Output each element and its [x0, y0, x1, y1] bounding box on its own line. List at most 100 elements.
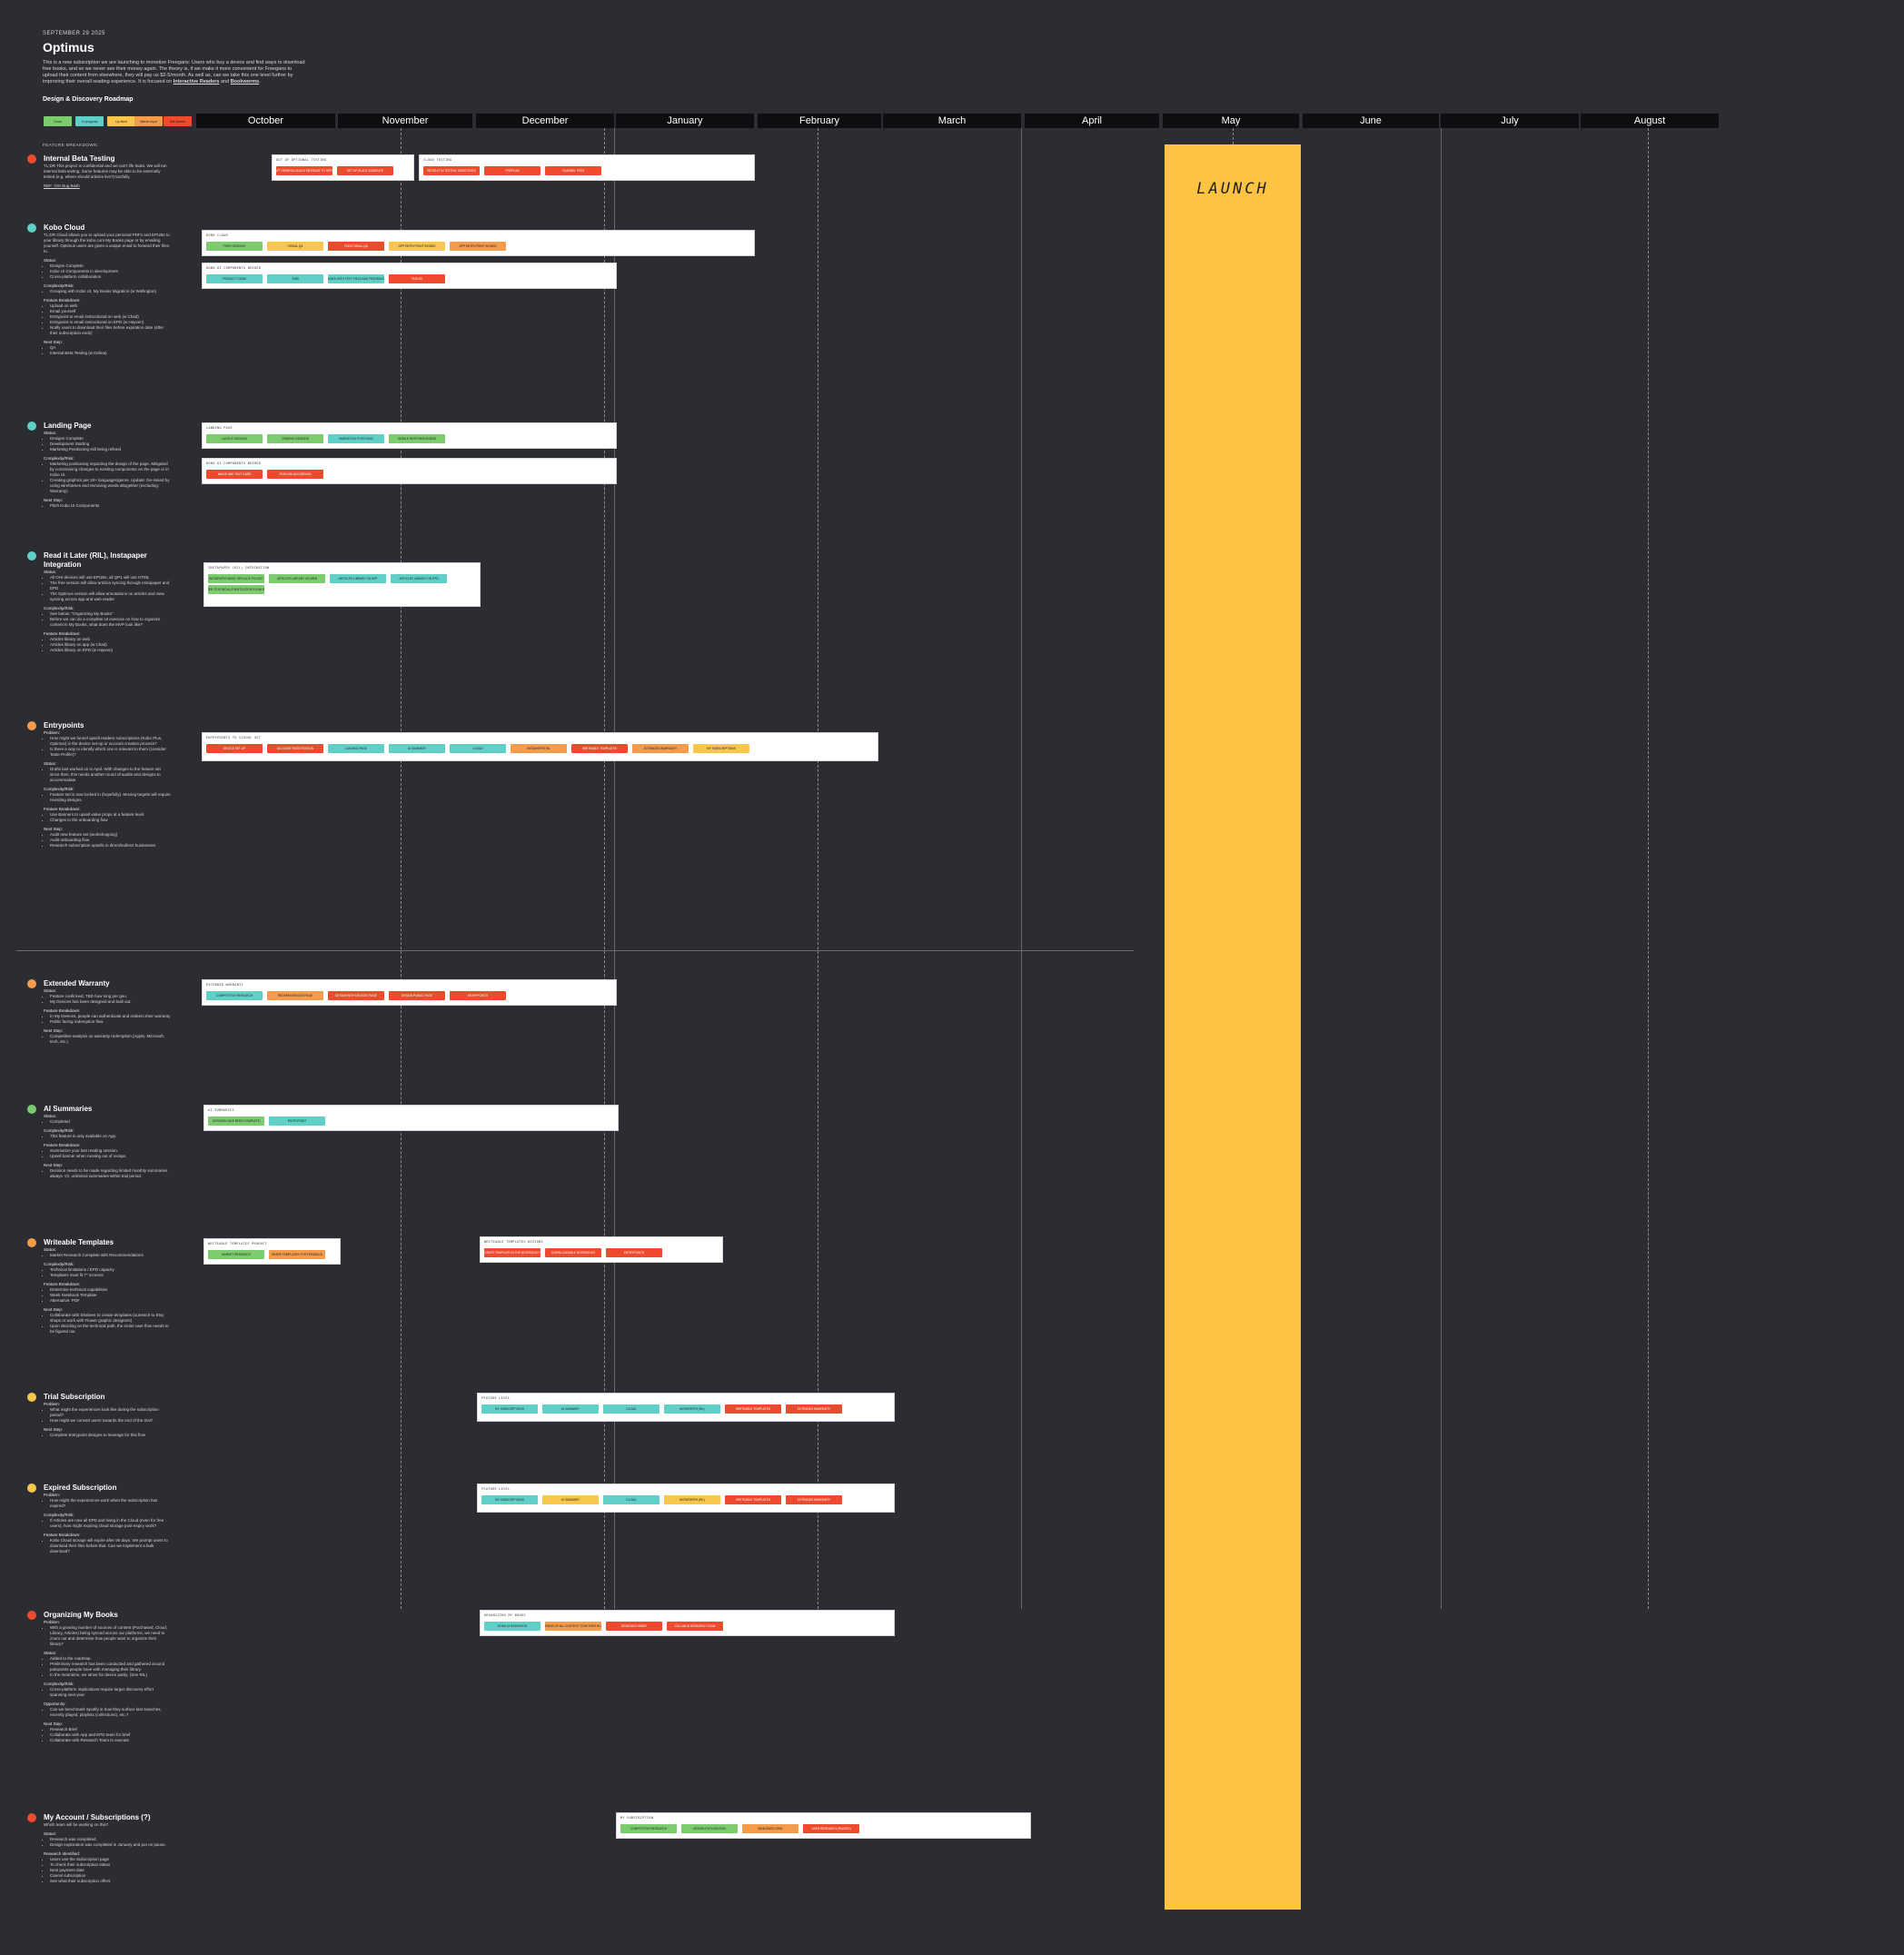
- bullet-item: Articles library on app (w Chad): [50, 642, 171, 648]
- task-tag[interactable]: KOBO UI MIGRATION: [484, 1622, 540, 1631]
- task-tag[interactable]: ENTRYPOINT: [269, 1116, 325, 1126]
- task-tag[interactable]: COLLAB W RESEARCH TEAM: [667, 1622, 723, 1631]
- task-tag[interactable]: INSTAPAPER (RIL): [664, 1404, 720, 1414]
- task-tag[interactable]: DESIGN WITH DEVICES PAGE: [328, 991, 384, 1000]
- timeline-card[interactable]: FEATURE LEVEL MY SUBSCRIPTIONS AI SUMMARY C…: [477, 1393, 895, 1422]
- task-tag[interactable]: INSTAPAPER TO KOBO AUTHENTICATION FLOW R…: [208, 585, 264, 594]
- task-tag[interactable]: EXTENDED WARRANTY: [786, 1495, 842, 1504]
- task-tag[interactable]: MOBILE RESPONSIVENESS: [389, 434, 445, 443]
- task-tag[interactable]: IMAGE AND TEXT CARD: [206, 470, 263, 479]
- task-tag[interactable]: SET UP BLACK AUDIENCE: [337, 166, 393, 175]
- interactive-readers-link[interactable]: Interactive Readers: [173, 79, 220, 84]
- task-tag[interactable]: MY SUBSCRIPTIONS: [481, 1404, 538, 1414]
- bullet-item: Kobo UI Components in development: [50, 269, 171, 274]
- task-tag[interactable]: AI SUMMARY: [389, 744, 445, 753]
- section-heading: Status:: [44, 1247, 57, 1252]
- task-tag[interactable]: DOWNLOADABLE NOTEBOOKS: [545, 1248, 601, 1257]
- task-tag[interactable]: COMPETITIVE RESEARCH: [206, 991, 263, 1000]
- task-tag[interactable]: ACCOUNT REGISTRATION: [267, 744, 323, 753]
- current-date-marker: [401, 128, 402, 1609]
- task-tag[interactable]: USER RESEARCH (PAUSED): [803, 1824, 859, 1833]
- timeline-card[interactable]: LANDING PAGE LAYOUT DESIGNS GRAPHIC DESIGN…: [202, 422, 617, 449]
- timeline-card[interactable]: FEATURE LEVEL MY SUBSCRIPTIONS AI SUMMARY C…: [477, 1484, 895, 1513]
- task-tag[interactable]: PRODUCT GUIDE: [206, 274, 263, 283]
- bullet-item: Drafts last worked on in April. With cha…: [50, 767, 171, 783]
- task-tag[interactable]: EXTENDED WARRANTY: [632, 744, 689, 753]
- timeline-card[interactable]: KOBO UI COMPONENTS NEEDED PRODUCT GUIDE TA…: [202, 263, 617, 289]
- timeline-card[interactable]: EXTENDED WARRANTY COMPETITIVE RESEARCH RED…: [202, 979, 617, 1006]
- task-tag[interactable]: APP ENTRYPOINT SIGNED: [450, 242, 506, 251]
- task-tag[interactable]: EXTENDED WARRANTY: [786, 1404, 842, 1414]
- task-tag[interactable]: REDEEM DEVICES PAGE: [267, 991, 323, 1000]
- task-tag[interactable]: WRITEABLE TEMPLATES: [725, 1404, 781, 1414]
- bullet-list: Complete Entrypoint designs to leverage …: [44, 1433, 171, 1438]
- timeline-card[interactable]: KOBO UI COMPONENTS NEEDED IMAGE AND TEXT …: [202, 458, 617, 484]
- task-tag[interactable]: ARTICLES LIBRARY ON WEB: [269, 574, 325, 583]
- task-tag[interactable]: LAYOUT DESIGNS: [206, 434, 263, 443]
- task-tag[interactable]: LINKS WITH TEXT FIELD AND FEEDBACK: [328, 274, 384, 283]
- task-tag[interactable]: ARTICLES LIBRARY ON APP: [330, 574, 386, 583]
- timeline-card[interactable]: OUT OF OPTIONAL TESTING DRAFT GENERAL BLA…: [272, 154, 414, 181]
- task-tag[interactable]: WRITEABLE TEMPLATES: [725, 1495, 781, 1504]
- task-tag[interactable]: CLOUD: [450, 744, 506, 753]
- bullet-item: Is there a way to identify which one is …: [50, 747, 171, 758]
- task-tag[interactable]: MY SUBSCRIPTIONS: [693, 744, 749, 753]
- task-tag[interactable]: MARKET RESEARCH: [208, 1250, 264, 1259]
- task-tag[interactable]: ENTRYPOINTS: [450, 991, 506, 1000]
- timeline-card[interactable]: WRITEABLE TEMPLATES DESIGNS INTEGRATE TEM…: [480, 1236, 723, 1263]
- bullet-item: Research Brief: [50, 1727, 171, 1732]
- timeline-card[interactable]: ENTRYPOINTS TO VISUAL SET DEVICE SET-UP AC…: [202, 732, 878, 761]
- task-tag[interactable]: COMPETITIVE RESEARCH: [620, 1824, 677, 1833]
- task-tag[interactable]: WINDOWED TASK: [742, 1824, 798, 1833]
- timeline-card[interactable]: INSTAPAPER (RIL) INTEGRATION INSTAPAPER B…: [203, 562, 481, 607]
- reference-link[interactable]: REF: iOS Bug Bash: [44, 184, 80, 188]
- task-tag[interactable]: CHANNEL FEED: [545, 166, 601, 175]
- section-heading: Feature Breakdown:: [44, 807, 81, 811]
- task-tag[interactable]: MY SUBSCRIPTIONS: [481, 1495, 538, 1504]
- task-tag[interactable]: INSTAPAPER (RIL): [664, 1495, 720, 1504]
- timeline-card[interactable]: WRITEABLE TEMPLATES PRODUCT MARKET RESEAR…: [203, 1238, 341, 1265]
- task-tag[interactable]: LANDING PAGE: [328, 744, 384, 753]
- task-tag[interactable]: INSTAPAPER BASIC REPLACE POCKET: [208, 574, 264, 583]
- month-divider-line: [1021, 128, 1022, 1609]
- task-tag[interactable]: APP ENTRYPOINT SIGNED: [389, 242, 445, 251]
- task-tag[interactable]: WRITEABLE TEMPLATES: [571, 744, 628, 753]
- bullet-list: Market Research Complete with Recommenda…: [44, 1253, 171, 1258]
- task-tag[interactable]: AI SUMMARY: [542, 1404, 599, 1414]
- timeline-card[interactable]: CLOUD TESTING RECRUIT IN TESTING OBJECTIV…: [419, 154, 755, 181]
- task-tag[interactable]: FREE DESIGNS: [206, 242, 263, 251]
- task-tag[interactable]: DRAFT GENERAL BLACK MESSAGE TO REPORT: [276, 166, 332, 175]
- task-tag[interactable]: GRAPHIC DESIGNS: [267, 434, 323, 443]
- bullet-item: Determine technical capabilities: [50, 1287, 171, 1293]
- timeline-card[interactable]: ORGANIZING MY BOOKS KOBO UI MIGRATION MVP …: [480, 1610, 895, 1636]
- task-tag[interactable]: ARTICLES LIBRARY ON EPD: [391, 574, 447, 583]
- task-tag[interactable]: PREPLAN: [484, 166, 540, 175]
- task-tag[interactable]: DEVICE SET-UP: [206, 744, 263, 753]
- bookworms-link[interactable]: Bookworms: [230, 79, 260, 84]
- task-tag[interactable]: CLOUD: [603, 1495, 659, 1504]
- task-tag[interactable]: FEATURE ACCORDION: [267, 470, 323, 479]
- timeline-card[interactable]: KOBO CLOUD FREE DESIGNS VISUAL QA FUNCTIONA…: [202, 230, 755, 256]
- task-tag[interactable]: MARKETING POSITIONS: [328, 434, 384, 443]
- task-tag[interactable]: DESIGNS HAVE BEEN COMPLETE: [208, 1116, 264, 1126]
- task-tag[interactable]: RESEARCH BRIEF: [606, 1622, 662, 1631]
- task-tag[interactable]: RECRUIT IN TESTING OBJECTIVES: [423, 166, 480, 175]
- task-tag[interactable]: INSTAPAPER RIL: [511, 744, 567, 753]
- task-tag[interactable]: AI SUMMARY: [542, 1495, 599, 1504]
- timeline-card[interactable]: MY SUBSCRIPTION COMPETITIVE RESEARCH DESIG…: [616, 1812, 1031, 1839]
- task-tag[interactable]: MVP DESIGNS OF ALL CONTENT TOGETHER IN L…: [545, 1622, 601, 1631]
- task-tag[interactable]: INTEGRATE TEMPLATE IN THE NOTEBOOK FLOW: [484, 1248, 540, 1257]
- month-march: March: [883, 114, 1021, 128]
- task-tag[interactable]: FUNCTIONAL QA: [328, 242, 384, 251]
- task-tag[interactable]: VISUAL QA: [267, 242, 323, 251]
- task-tag[interactable]: SHARE TEMPLATES FOR FEEDBACK: [269, 1250, 325, 1259]
- bullet-item: In My Devices, people can authenticate a…: [50, 1014, 171, 1019]
- task-tag[interactable]: ENTRYPOINTS: [606, 1248, 662, 1257]
- task-tag[interactable]: DESIGN EXPLORATION: [681, 1824, 738, 1833]
- task-tag[interactable]: TABS: [267, 274, 323, 283]
- task-tag[interactable]: DESIGN PUBLIC PAGE: [389, 991, 445, 1000]
- timeline-card[interactable]: AI SUMMARIES DESIGNS HAVE BEEN COMPLETE EN…: [203, 1105, 619, 1131]
- task-tag[interactable]: TAGLED: [389, 274, 445, 283]
- bullet-list: With a growing number of sources of cont…: [44, 1625, 171, 1647]
- task-tag[interactable]: CLOUD: [603, 1404, 659, 1414]
